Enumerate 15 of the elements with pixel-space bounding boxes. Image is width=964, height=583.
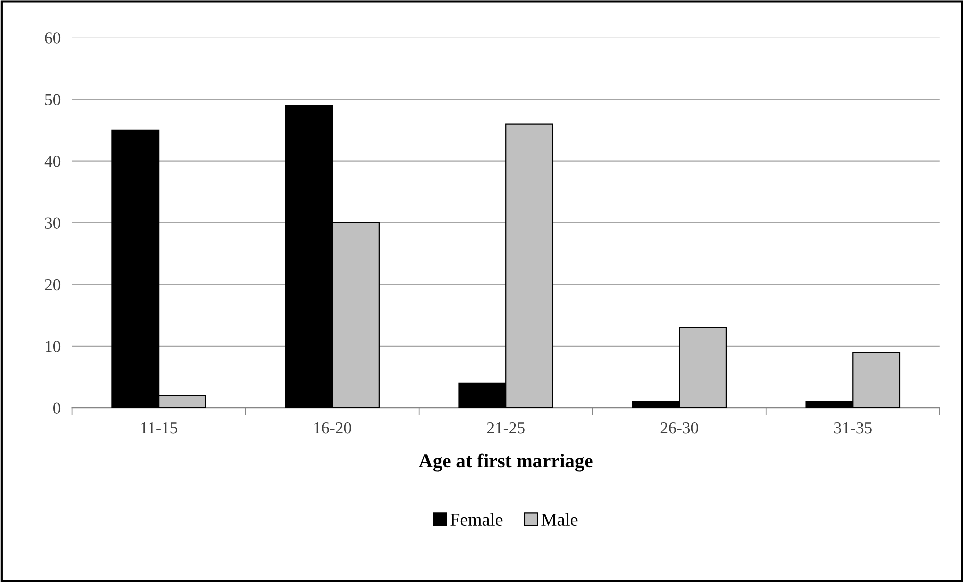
y-tick-label: 0 xyxy=(53,402,61,414)
y-tick-label: 30 xyxy=(45,218,61,229)
y-tick-label: 20 xyxy=(45,279,61,291)
x-tick-label: 16-20 xyxy=(314,422,352,434)
y-tick-label: 60 xyxy=(45,32,61,44)
x-tick-label: 31-35 xyxy=(834,422,872,434)
x-tick-label: 21-25 xyxy=(487,422,525,434)
legend-label: Male xyxy=(542,513,578,526)
x-tick-label: 11-15 xyxy=(141,422,178,434)
x-tick-label: 26-30 xyxy=(660,422,698,434)
y-tick-label: 50 xyxy=(45,94,61,106)
y-tick-label: 10 xyxy=(46,341,61,352)
x-axis-title: Age at first marriage xyxy=(419,454,593,472)
legend-label: Female xyxy=(450,513,503,526)
y-tick-label: 40 xyxy=(44,156,61,168)
